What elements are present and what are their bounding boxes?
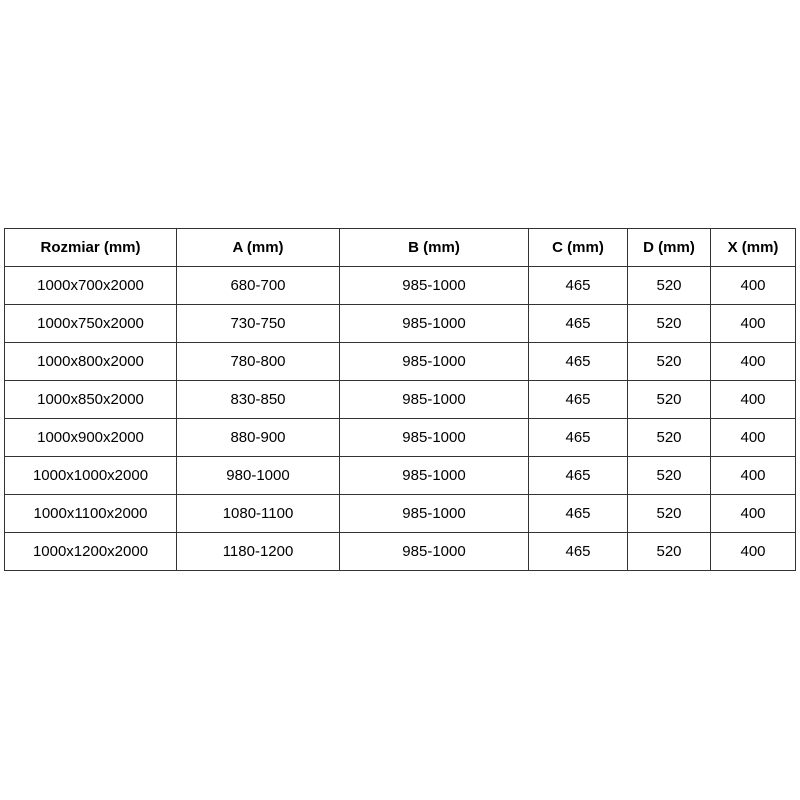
table-row: 1000x700x2000 680-700 985-1000 465 520 400 — [4, 266, 796, 305]
table-cell: 465 — [528, 304, 628, 343]
table-row: 1000x1200x2000 1180-1200 985-1000 465 520 400 — [4, 532, 796, 571]
table-cell: 985-1000 — [339, 304, 529, 343]
table-cell: 465 — [528, 342, 628, 381]
table-cell: 1000x800x2000 — [4, 342, 177, 381]
column-header-b: B (mm) — [339, 228, 529, 267]
column-header-d: D (mm) — [627, 228, 711, 267]
table-row: 1000x1000x2000 980-1000 985-1000 465 520 400 — [4, 456, 796, 495]
table-row: 1000x800x2000 780-800 985-1000 465 520 400 — [4, 342, 796, 381]
table-cell: 520 — [627, 418, 711, 457]
table-cell: 520 — [627, 456, 711, 495]
table-cell: 520 — [627, 266, 711, 305]
table-row: 1000x1100x2000 1080-1100 985-1000 465 520 400 — [4, 494, 796, 533]
column-header-a: A (mm) — [176, 228, 340, 267]
table-cell: 520 — [627, 342, 711, 381]
table-row: 1000x850x2000 830-850 985-1000 465 520 400 — [4, 380, 796, 419]
table-cell: 985-1000 — [339, 342, 529, 381]
table-cell: 985-1000 — [339, 456, 529, 495]
table-cell: 1000x1200x2000 — [4, 532, 177, 571]
table-cell: 1000x750x2000 — [4, 304, 177, 343]
table-cell: 1000x900x2000 — [4, 418, 177, 457]
table-cell: 400 — [710, 418, 796, 457]
table-cell: 465 — [528, 380, 628, 419]
size-specification-table: Rozmiar (mm) A (mm) B (mm) C (mm) D (mm)… — [4, 228, 796, 571]
table-cell: 520 — [627, 494, 711, 533]
table-cell: 400 — [710, 494, 796, 533]
table-cell: 830-850 — [176, 380, 340, 419]
table-cell: 1000x850x2000 — [4, 380, 177, 419]
column-header-rozmiar: Rozmiar (mm) — [4, 228, 177, 267]
table-cell: 985-1000 — [339, 532, 529, 571]
table-cell: 985-1000 — [339, 418, 529, 457]
column-header-x: X (mm) — [710, 228, 796, 267]
table-cell: 400 — [710, 304, 796, 343]
table-cell: 980-1000 — [176, 456, 340, 495]
table-cell: 780-800 — [176, 342, 340, 381]
table-cell: 1000x700x2000 — [4, 266, 177, 305]
table-cell: 880-900 — [176, 418, 340, 457]
table-cell: 465 — [528, 494, 628, 533]
table-cell: 400 — [710, 456, 796, 495]
table-cell: 520 — [627, 304, 711, 343]
table-cell: 465 — [528, 418, 628, 457]
table-cell: 400 — [710, 380, 796, 419]
table-cell: 465 — [528, 456, 628, 495]
size-table-container: Rozmiar (mm) A (mm) B (mm) C (mm) D (mm)… — [4, 228, 796, 571]
table-cell: 680-700 — [176, 266, 340, 305]
table-cell: 400 — [710, 342, 796, 381]
table-cell: 985-1000 — [339, 494, 529, 533]
table-cell: 985-1000 — [339, 380, 529, 419]
table-row: 1000x900x2000 880-900 985-1000 465 520 400 — [4, 418, 796, 457]
table-header-row: Rozmiar (mm) A (mm) B (mm) C (mm) D (mm)… — [4, 228, 796, 267]
table-row: 1000x750x2000 730-750 985-1000 465 520 400 — [4, 304, 796, 343]
table-cell: 465 — [528, 266, 628, 305]
table-cell: 520 — [627, 532, 711, 571]
table-body: 1000x700x2000 680-700 985-1000 465 520 400 100… — [4, 266, 796, 571]
table-cell: 520 — [627, 380, 711, 419]
table-cell: 985-1000 — [339, 266, 529, 305]
column-header-c: C (mm) — [528, 228, 628, 267]
table-cell: 465 — [528, 532, 628, 571]
table-cell: 1180-1200 — [176, 532, 340, 571]
table-cell: 400 — [710, 266, 796, 305]
table-cell: 1000x1000x2000 — [4, 456, 177, 495]
table-cell: 730-750 — [176, 304, 340, 343]
table-cell: 1000x1100x2000 — [4, 494, 177, 533]
table-cell: 1080-1100 — [176, 494, 340, 533]
table-cell: 400 — [710, 532, 796, 571]
